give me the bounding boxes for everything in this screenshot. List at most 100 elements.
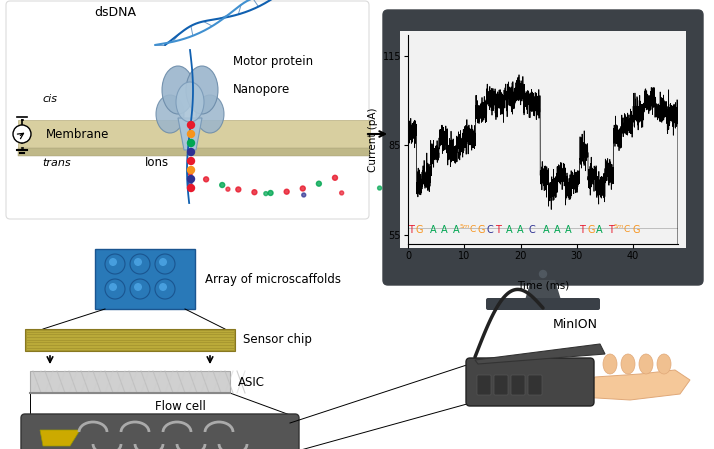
Circle shape	[540, 270, 546, 277]
Y-axis label: Current (pA): Current (pA)	[368, 107, 378, 172]
Text: Array of microscaffolds: Array of microscaffolds	[205, 273, 341, 286]
Text: Nanopore: Nanopore	[233, 84, 291, 97]
Text: Membrane: Membrane	[46, 128, 110, 141]
Circle shape	[268, 190, 273, 195]
Text: Motor protein: Motor protein	[233, 56, 313, 69]
FancyBboxPatch shape	[494, 375, 508, 395]
Circle shape	[134, 258, 142, 266]
Circle shape	[130, 279, 150, 299]
Circle shape	[159, 283, 167, 291]
Circle shape	[109, 283, 117, 291]
Text: C: C	[486, 224, 493, 235]
X-axis label: Time (ms): Time (ms)	[517, 280, 569, 291]
Circle shape	[220, 182, 225, 188]
Ellipse shape	[156, 95, 184, 133]
Ellipse shape	[176, 82, 204, 122]
Circle shape	[188, 181, 192, 185]
Circle shape	[105, 279, 125, 299]
Polygon shape	[95, 249, 195, 309]
FancyBboxPatch shape	[383, 10, 703, 285]
Text: G: G	[587, 224, 595, 235]
Circle shape	[188, 176, 194, 182]
Circle shape	[188, 185, 194, 192]
Polygon shape	[18, 120, 370, 148]
Text: A: A	[543, 224, 549, 235]
Text: A: A	[506, 224, 513, 235]
Ellipse shape	[603, 354, 617, 374]
Text: A: A	[441, 224, 448, 235]
Circle shape	[340, 191, 343, 195]
Circle shape	[155, 279, 175, 299]
Circle shape	[159, 258, 167, 266]
Ellipse shape	[186, 66, 218, 114]
Ellipse shape	[657, 354, 671, 374]
Circle shape	[188, 131, 194, 137]
FancyBboxPatch shape	[486, 298, 600, 310]
Text: G: G	[416, 224, 423, 235]
Circle shape	[188, 149, 194, 155]
Text: A: A	[596, 224, 603, 235]
FancyBboxPatch shape	[528, 375, 542, 395]
Polygon shape	[475, 344, 605, 364]
Circle shape	[203, 177, 208, 182]
Polygon shape	[580, 370, 690, 400]
Polygon shape	[40, 430, 80, 446]
Text: T: T	[408, 224, 413, 235]
Text: G: G	[478, 224, 485, 235]
Text: A: A	[430, 224, 437, 235]
Circle shape	[188, 167, 194, 173]
FancyBboxPatch shape	[400, 31, 686, 248]
Circle shape	[155, 254, 175, 274]
FancyBboxPatch shape	[511, 375, 525, 395]
Circle shape	[302, 193, 306, 197]
FancyBboxPatch shape	[21, 414, 299, 449]
Circle shape	[188, 158, 194, 164]
Ellipse shape	[162, 66, 194, 114]
Polygon shape	[30, 371, 230, 393]
Text: A: A	[453, 224, 459, 235]
Circle shape	[130, 254, 150, 274]
Text: trans: trans	[42, 158, 71, 168]
Text: Flow cell: Flow cell	[155, 400, 206, 413]
Text: A: A	[554, 224, 560, 235]
Text: Sensor chip: Sensor chip	[243, 334, 312, 347]
Circle shape	[226, 187, 230, 191]
Circle shape	[188, 140, 194, 146]
Circle shape	[301, 186, 306, 191]
Text: cis: cis	[42, 94, 57, 104]
Circle shape	[264, 192, 268, 196]
Text: A: A	[517, 224, 524, 235]
Circle shape	[13, 125, 31, 143]
Circle shape	[188, 122, 194, 128]
Text: Ions: Ions	[145, 156, 169, 169]
Text: dsDNA: dsDNA	[94, 5, 136, 18]
Ellipse shape	[621, 354, 635, 374]
Circle shape	[252, 190, 257, 195]
FancyBboxPatch shape	[6, 1, 369, 219]
Text: MinION: MinION	[553, 317, 598, 330]
Circle shape	[333, 175, 338, 180]
Circle shape	[109, 258, 117, 266]
Ellipse shape	[639, 354, 653, 374]
Polygon shape	[18, 148, 370, 156]
Circle shape	[284, 189, 289, 194]
Circle shape	[134, 283, 142, 291]
Text: G: G	[632, 224, 640, 235]
Text: A: A	[565, 224, 572, 235]
Text: C: C	[528, 224, 535, 235]
Text: T: T	[495, 224, 501, 235]
Ellipse shape	[196, 95, 224, 133]
Circle shape	[316, 181, 321, 186]
Circle shape	[236, 187, 241, 192]
Text: $^{5m}$C: $^{5m}$C	[613, 222, 630, 235]
Polygon shape	[525, 280, 561, 300]
FancyBboxPatch shape	[477, 375, 491, 395]
Text: T: T	[608, 224, 613, 235]
Text: ASIC: ASIC	[238, 375, 265, 388]
Circle shape	[105, 254, 125, 274]
Polygon shape	[178, 118, 202, 150]
Polygon shape	[25, 329, 235, 351]
Circle shape	[188, 171, 193, 176]
Circle shape	[378, 186, 381, 190]
Text: $^{5m}$C: $^{5m}$C	[459, 222, 477, 235]
